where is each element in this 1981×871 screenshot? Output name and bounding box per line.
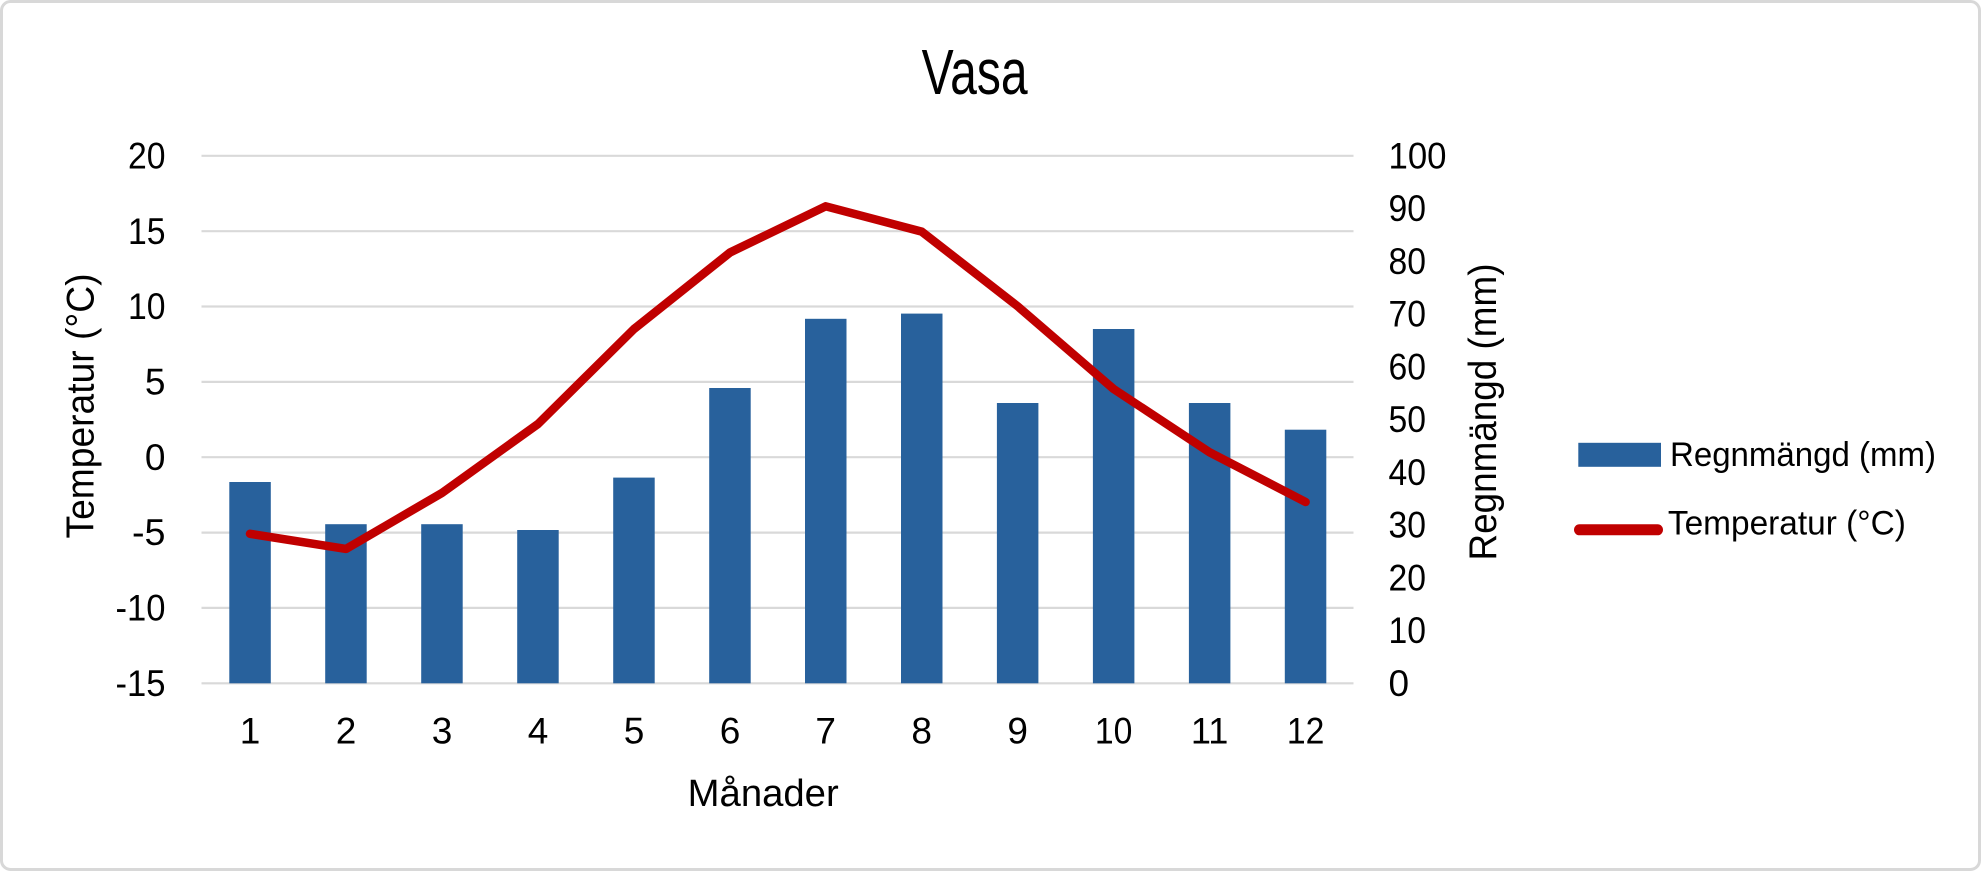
svg-text:5: 5 bbox=[624, 711, 645, 752]
svg-text:5: 5 bbox=[145, 362, 166, 403]
svg-text:11: 11 bbox=[1191, 711, 1229, 752]
svg-text:0: 0 bbox=[1389, 663, 1410, 704]
svg-text:6: 6 bbox=[720, 711, 741, 752]
svg-text:8: 8 bbox=[911, 711, 932, 752]
svg-text:Vasa: Vasa bbox=[922, 36, 1028, 108]
svg-text:-5: -5 bbox=[132, 512, 166, 553]
svg-text:Månader: Månader bbox=[688, 773, 839, 815]
svg-text:30: 30 bbox=[1389, 505, 1427, 546]
svg-text:Temperatur (°C): Temperatur (°C) bbox=[1668, 504, 1906, 542]
svg-text:15: 15 bbox=[128, 211, 166, 252]
svg-text:12: 12 bbox=[1287, 711, 1325, 752]
svg-text:2: 2 bbox=[336, 711, 357, 752]
svg-text:Regnmängd (mm): Regnmängd (mm) bbox=[1462, 264, 1505, 561]
svg-text:20: 20 bbox=[1389, 557, 1427, 598]
svg-text:10: 10 bbox=[1389, 610, 1427, 651]
svg-text:60: 60 bbox=[1389, 346, 1427, 387]
svg-text:1: 1 bbox=[240, 711, 261, 752]
svg-text:4: 4 bbox=[528, 711, 549, 752]
svg-text:0: 0 bbox=[145, 437, 166, 478]
svg-text:90: 90 bbox=[1389, 188, 1427, 229]
svg-text:10: 10 bbox=[1095, 711, 1133, 752]
svg-text:Regnmängd (mm): Regnmängd (mm) bbox=[1670, 436, 1936, 474]
svg-text:70: 70 bbox=[1389, 294, 1427, 335]
svg-text:10: 10 bbox=[128, 286, 166, 327]
svg-text:7: 7 bbox=[815, 711, 836, 752]
svg-text:50: 50 bbox=[1389, 399, 1427, 440]
svg-text:80: 80 bbox=[1389, 241, 1427, 282]
svg-text:100: 100 bbox=[1389, 135, 1447, 176]
svg-text:40: 40 bbox=[1389, 452, 1427, 493]
svg-text:9: 9 bbox=[1007, 711, 1028, 752]
svg-text:-15: -15 bbox=[116, 663, 166, 704]
svg-text:-10: -10 bbox=[116, 588, 166, 629]
svg-text:Temperatur (°C): Temperatur (°C) bbox=[60, 274, 103, 539]
svg-text:20: 20 bbox=[128, 135, 166, 176]
svg-text:3: 3 bbox=[432, 711, 453, 752]
